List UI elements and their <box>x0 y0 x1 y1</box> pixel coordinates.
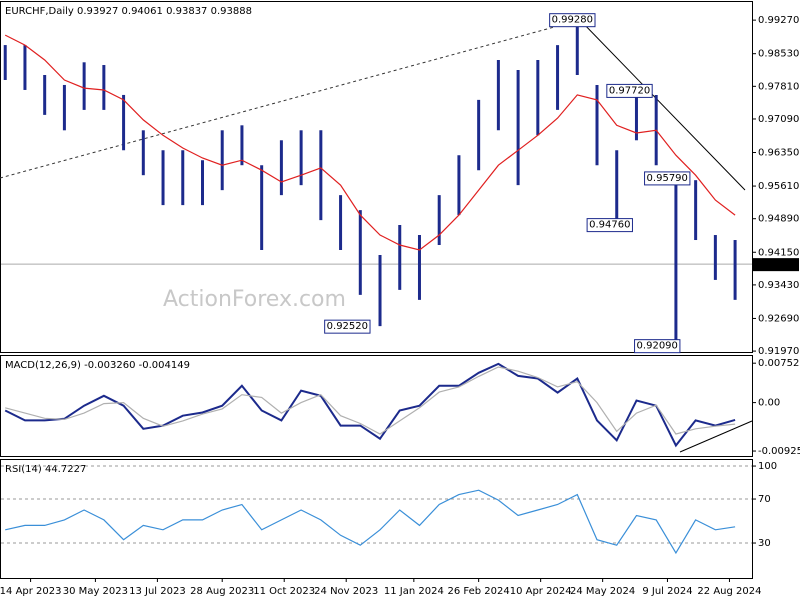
x-tick-label: 11 Jan 2024 <box>384 586 444 597</box>
x-tick-label: 30 May 2023 <box>63 586 128 597</box>
macd-panel <box>0 355 753 457</box>
x-tick-label: 22 Aug 2024 <box>697 586 761 597</box>
y-tick-label: 70 <box>758 494 771 505</box>
annotation-label: 0.99280 <box>552 15 593 26</box>
rsi-title: RSI(14) 44.7227 <box>5 464 86 475</box>
y-tick-label: 30 <box>758 538 771 549</box>
annotation-label: 0.95790 <box>647 173 688 184</box>
y-tick-label: 0.91970 <box>758 346 799 357</box>
y-tick-label: 0.94150 <box>758 247 799 258</box>
x-tick-label: 24 Nov 2023 <box>314 586 378 597</box>
price-title: EURCHF,Daily 0.93927 0.94061 0.93837 0.9… <box>5 6 252 17</box>
annotation-box <box>606 83 653 98</box>
macd-title: MACD(12,26,9) -0.003260 -0.004149 <box>5 360 190 371</box>
last-price-box <box>753 258 799 272</box>
x-tick-label: 11 Oct 2023 <box>253 586 315 597</box>
y-tick-label: 0.98530 <box>758 49 799 60</box>
x-tick-label: 10 Apr 2024 <box>510 586 572 597</box>
trend-line <box>0 19 581 179</box>
y-tick-label: 0.93430 <box>758 280 799 291</box>
annotation-label: 0.92090 <box>637 341 678 352</box>
rsi-panel <box>0 459 753 579</box>
y-tick-label: 0.007526 <box>758 358 800 369</box>
x-tick-label: 26 Feb 2024 <box>448 586 510 597</box>
y-tick-label: 0.94890 <box>758 214 799 225</box>
price-panel <box>0 1 753 353</box>
x-tick-label: 13 Jul 2023 <box>129 586 186 597</box>
last-price-label: 0.93888 <box>756 259 797 270</box>
y-tick-label: 0.96350 <box>758 148 799 159</box>
annotation-box <box>634 339 681 354</box>
y-tick-label: 0.95610 <box>758 181 799 192</box>
annotation-box <box>586 218 633 233</box>
trend-line <box>579 19 746 191</box>
x-tick-label: 28 Aug 2023 <box>190 586 254 597</box>
annotation-box <box>644 171 691 186</box>
y-tick-label: 0.00 <box>758 398 780 409</box>
y-tick-label: 0.99270 <box>758 15 799 26</box>
annotation-label: 0.94760 <box>589 220 630 231</box>
y-tick-label: 0.97090 <box>758 114 799 125</box>
y-tick-label: 0.97810 <box>758 81 799 92</box>
annotation-box <box>549 13 596 28</box>
y-tick-label: 0.92690 <box>758 313 799 324</box>
annotation-label: 0.97720 <box>609 85 650 96</box>
moving-average <box>4 34 736 251</box>
y-tick-label: 100 <box>758 461 777 472</box>
x-tick-label: 14 Apr 2023 <box>0 586 62 597</box>
trend-line <box>679 420 753 453</box>
indicator-line <box>4 362 736 448</box>
watermark: ActionForex.com <box>163 287 346 312</box>
indicator-line <box>5 366 736 435</box>
x-tick-label: 9 Jul 2024 <box>642 586 692 597</box>
x-tick-label: 24 May 2024 <box>570 586 635 597</box>
annotation-box <box>324 319 371 334</box>
indicator-line <box>5 489 736 555</box>
y-tick-label: -0.009252 <box>758 446 800 457</box>
annotation-label: 0.92520 <box>327 321 368 332</box>
